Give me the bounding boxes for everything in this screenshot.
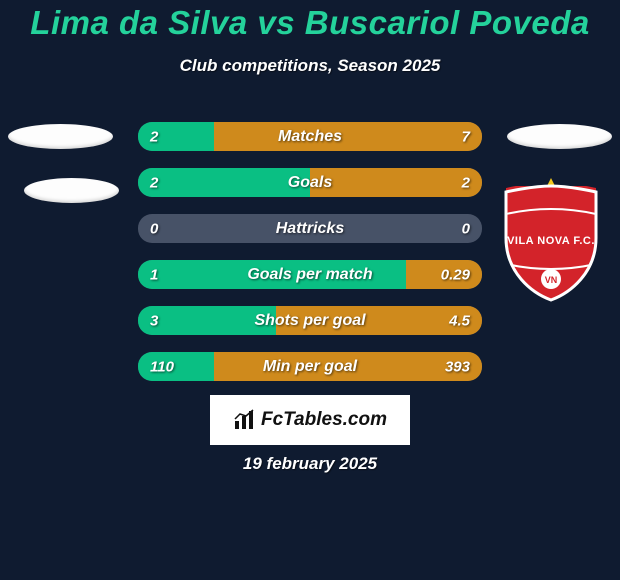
page-title: Lima da Silva vs Buscariol Poveda	[0, 4, 620, 42]
stat-row: 110 393 Min per goal	[138, 352, 482, 381]
player-left-placeholder	[8, 124, 113, 149]
club-right-logo: VILA NOVA F.C. VN	[500, 178, 602, 303]
stat-row: 3 4.5 Shots per goal	[138, 306, 482, 335]
stat-row: 2 7 Matches	[138, 122, 482, 151]
stat-value-right: 0	[462, 220, 470, 237]
stat-value-right: 393	[445, 358, 470, 375]
stat-value-left: 3	[150, 312, 158, 329]
svg-text:VILA NOVA F.C.: VILA NOVA F.C.	[507, 235, 595, 247]
stats-list: 2 7 Matches 2 2 Goals 0 0 Hattricks 1 0.29 Goals pe…	[138, 122, 482, 381]
svg-text:VN: VN	[545, 275, 558, 285]
comparison-infographic: Lima da Silva vs Buscariol Poveda Club c…	[0, 0, 620, 580]
stat-fill-right	[214, 122, 482, 151]
stat-value-left: 0	[150, 220, 158, 237]
stat-row: 1 0.29 Goals per match	[138, 260, 482, 289]
stat-value-left: 2	[150, 128, 158, 145]
stat-label: Shots per goal	[254, 312, 365, 330]
stat-fill-left	[138, 168, 310, 197]
stat-label: Hattricks	[276, 220, 344, 238]
brand-badge: FcTables.com	[210, 395, 410, 445]
stat-value-right: 0.29	[441, 266, 470, 283]
stat-row: 2 2 Goals	[138, 168, 482, 197]
stat-label: Goals	[288, 174, 332, 192]
stat-label: Min per goal	[263, 358, 357, 376]
player-right-placeholder	[507, 124, 612, 149]
stat-value-left: 110	[150, 358, 174, 375]
club-left-placeholder	[24, 178, 119, 203]
stat-fill-right	[310, 168, 482, 197]
brand-text: FcTables.com	[261, 409, 387, 431]
stat-value-left: 1	[150, 266, 158, 283]
brand-chart-icon	[233, 409, 257, 431]
date-label: 19 february 2025	[243, 454, 377, 474]
subtitle: Club competitions, Season 2025	[0, 56, 620, 76]
stat-value-left: 2	[150, 174, 158, 191]
stat-label: Matches	[278, 128, 342, 146]
stat-value-right: 7	[462, 128, 470, 145]
stat-value-right: 4.5	[449, 312, 470, 329]
stat-row: 0 0 Hattricks	[138, 214, 482, 243]
stat-value-right: 2	[462, 174, 470, 191]
stat-label: Goals per match	[247, 266, 372, 284]
